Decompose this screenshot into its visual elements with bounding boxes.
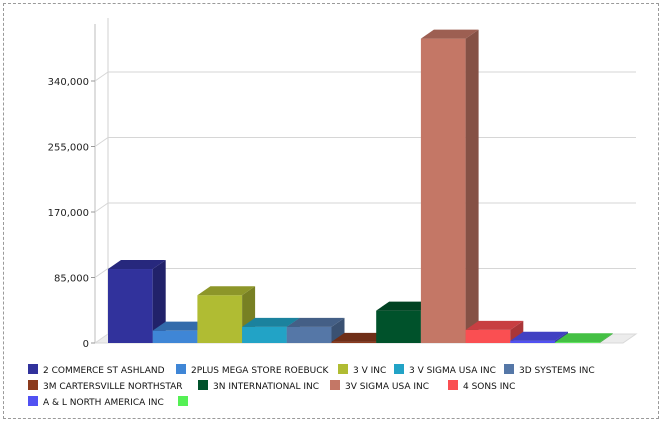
bar-front [376,310,421,343]
legend-label: 3M CARTERSVILLE NORTHSTAR [43,382,183,392]
bar-side [331,317,345,343]
bar-top [152,321,211,331]
legend-swatch [198,380,208,390]
bar-front [242,326,287,343]
legend-swatch [28,396,38,406]
legend-label: 2PLUS MEGA STORE ROEBUCK [191,366,329,376]
bar-front [331,341,377,343]
bar-front [510,340,555,343]
gridline-diagonal [94,137,109,147]
bar-chart: 0 85,000 170,000 255,000 340,000 [48,18,638,350]
y-tick-label: 340,000 [48,77,89,88]
legend-label: 2 COMMERCE ST ASHLAND [43,366,165,376]
legend-item[interactable]: 2PLUS MEGA STORE ROEBUCK [176,364,328,378]
legend-label: 3D SYSTEMS INC [519,366,595,376]
bar-top [197,286,256,296]
legend-item[interactable]: 4 SONS INC [448,380,515,394]
legend-swatch [338,364,348,374]
bar[interactable] [465,320,524,343]
legend-item[interactable]: 2 COMMERCE ST ASHLAND [28,364,165,378]
bar-side [599,333,613,343]
legend-swatch [394,364,404,374]
bar[interactable] [108,260,166,343]
y-tick-label: 0 [83,339,89,350]
legend-swatch [504,364,514,374]
legend-label: 3 V SIGMA USA INC [409,366,496,376]
legend-item[interactable]: 3D SYSTEMS INC [504,364,595,378]
bar-top [510,331,568,341]
bar-front [286,326,332,343]
bar-front [108,269,153,343]
bar-front [555,342,600,343]
legend-item[interactable]: 3V SIGMA USA INC [330,380,429,394]
bar[interactable] [286,317,345,343]
bar-front [465,329,511,343]
legend-item[interactable]: A & L NORTH AMERICA INC [28,396,164,410]
bar-side [510,320,524,343]
bar-side [152,260,166,343]
legend-label: 3V SIGMA USA INC [345,382,430,392]
bar[interactable] [197,286,256,343]
legend-item[interactable]: 3M CARTERSVILLE NORTHSTAR [28,380,183,394]
legend-swatch [28,380,38,390]
legend-swatch [330,380,340,390]
bar-top [376,301,434,311]
chart-frame: 0 85,000 170,000 255,000 340,000 2 COMMERCE … [3,3,659,419]
y-tick-label: 170,000 [48,208,89,219]
bar-top [286,317,345,327]
y-tick-label: 255,000 [48,143,89,154]
gridline-diagonal [94,71,109,82]
bar[interactable] [420,29,479,344]
legend-item[interactable]: 3 V INC [338,364,386,378]
bar[interactable] [555,333,613,343]
legend-swatch [178,396,188,406]
bar-top [108,260,166,270]
bar-front [420,38,466,343]
bar-top [465,320,524,330]
bar-top [331,332,390,342]
bar-side [465,29,479,344]
y-tick-label: 85,000 [54,274,89,285]
legend-item[interactable]: 3N INTERNATIONAL INC [198,380,319,394]
legend-label: 3N INTERNATIONAL INC [213,382,320,392]
bar-top [555,333,613,343]
legend-swatch [448,380,458,390]
legend-label: 4 SONS INC [463,382,516,392]
legend-item[interactable] [178,396,193,410]
legend-item[interactable]: 3 V SIGMA USA INC [394,364,496,378]
bar-top [420,29,479,39]
gridline-diagonal [94,202,109,213]
bar-top [242,317,300,327]
bar-front [197,295,243,343]
gridline-diagonal [94,268,109,278]
legend-swatch [176,364,186,374]
bar-front [152,330,198,343]
legend-label: 3 V INC [353,366,387,376]
legend-swatch [28,364,38,374]
legend-label: A & L NORTH AMERICA INC [43,398,164,408]
